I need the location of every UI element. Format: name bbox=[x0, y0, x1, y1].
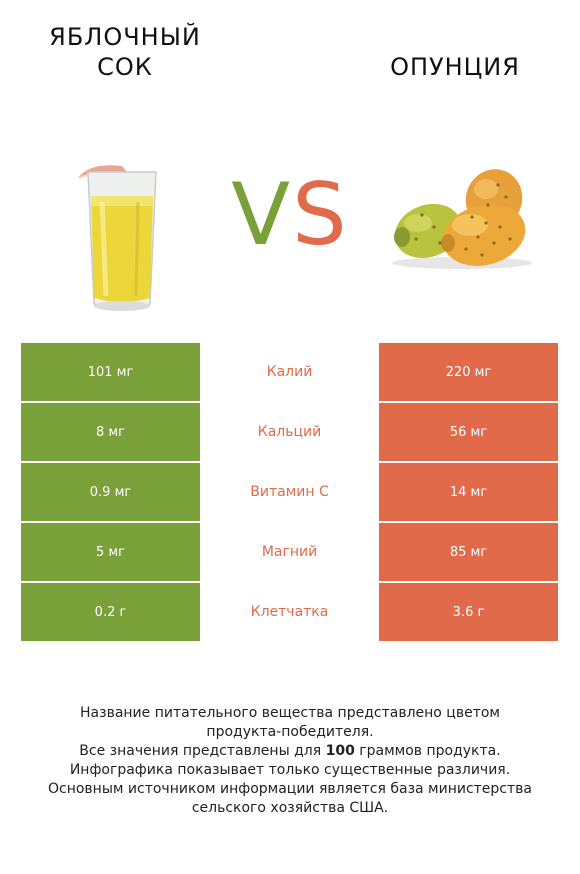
left-product-title: Яблочный сок bbox=[40, 22, 210, 82]
table-row: 8 мг Кальций 56 мг bbox=[21, 403, 558, 461]
versus-v: V bbox=[231, 165, 293, 265]
footnote-line: Основным источником информации является … bbox=[48, 781, 532, 797]
left-value: 5 мг bbox=[21, 523, 200, 581]
left-value: 0.9 мг bbox=[21, 463, 200, 521]
footnote-line: Инфографика показывает только существенн… bbox=[69, 762, 511, 778]
table-row: 0.2 г Клетчатка 3.6 г bbox=[21, 583, 558, 641]
footnote-line: сельского хозяйства США. bbox=[191, 800, 389, 816]
nutrient-name: Кальций bbox=[200, 403, 379, 461]
versus-label: VS bbox=[222, 160, 358, 270]
left-title-line2: сок bbox=[97, 53, 153, 81]
footnote-line: Название питательного вещества представл… bbox=[80, 705, 500, 721]
left-value: 8 мг bbox=[21, 403, 200, 461]
footnote-text: граммов продукта. bbox=[354, 743, 501, 759]
footnote-text: Все значения представлены для bbox=[79, 743, 326, 759]
comparison-table: 101 мг Калий 220 мг 8 мг Кальций 56 мг 0… bbox=[21, 343, 558, 643]
apple-juice-glass-image bbox=[78, 165, 157, 311]
right-value: 85 мг bbox=[379, 523, 558, 581]
right-value: 3.6 г bbox=[379, 583, 558, 641]
left-value: 0.2 г bbox=[21, 583, 200, 641]
left-value: 101 мг bbox=[21, 343, 200, 401]
prickly-pear-image bbox=[392, 169, 532, 269]
nutrient-name: Клетчатка bbox=[200, 583, 379, 641]
table-row: 5 мг Магний 85 мг bbox=[21, 523, 558, 581]
right-value: 14 мг bbox=[379, 463, 558, 521]
footnote-line: продукта-победителя. bbox=[206, 724, 374, 740]
table-row: 0.9 мг Витамин C 14 мг bbox=[21, 463, 558, 521]
footnote-bold-value: 100 bbox=[325, 743, 355, 759]
right-value: 220 мг bbox=[379, 343, 558, 401]
right-value: 56 мг bbox=[379, 403, 558, 461]
footnote-line: Все значения представлены для 100 граммо… bbox=[20, 742, 560, 761]
versus-s: S bbox=[292, 165, 349, 265]
table-row: 101 мг Калий 220 мг bbox=[21, 343, 558, 401]
nutrient-name: Магний bbox=[200, 523, 379, 581]
footnote: Название питательного вещества представл… bbox=[20, 704, 560, 818]
nutrient-name: Калий bbox=[200, 343, 379, 401]
nutrient-name: Витамин C bbox=[200, 463, 379, 521]
left-title-line1: Яблочный bbox=[49, 23, 201, 51]
right-product-title: Опунция bbox=[390, 53, 520, 81]
